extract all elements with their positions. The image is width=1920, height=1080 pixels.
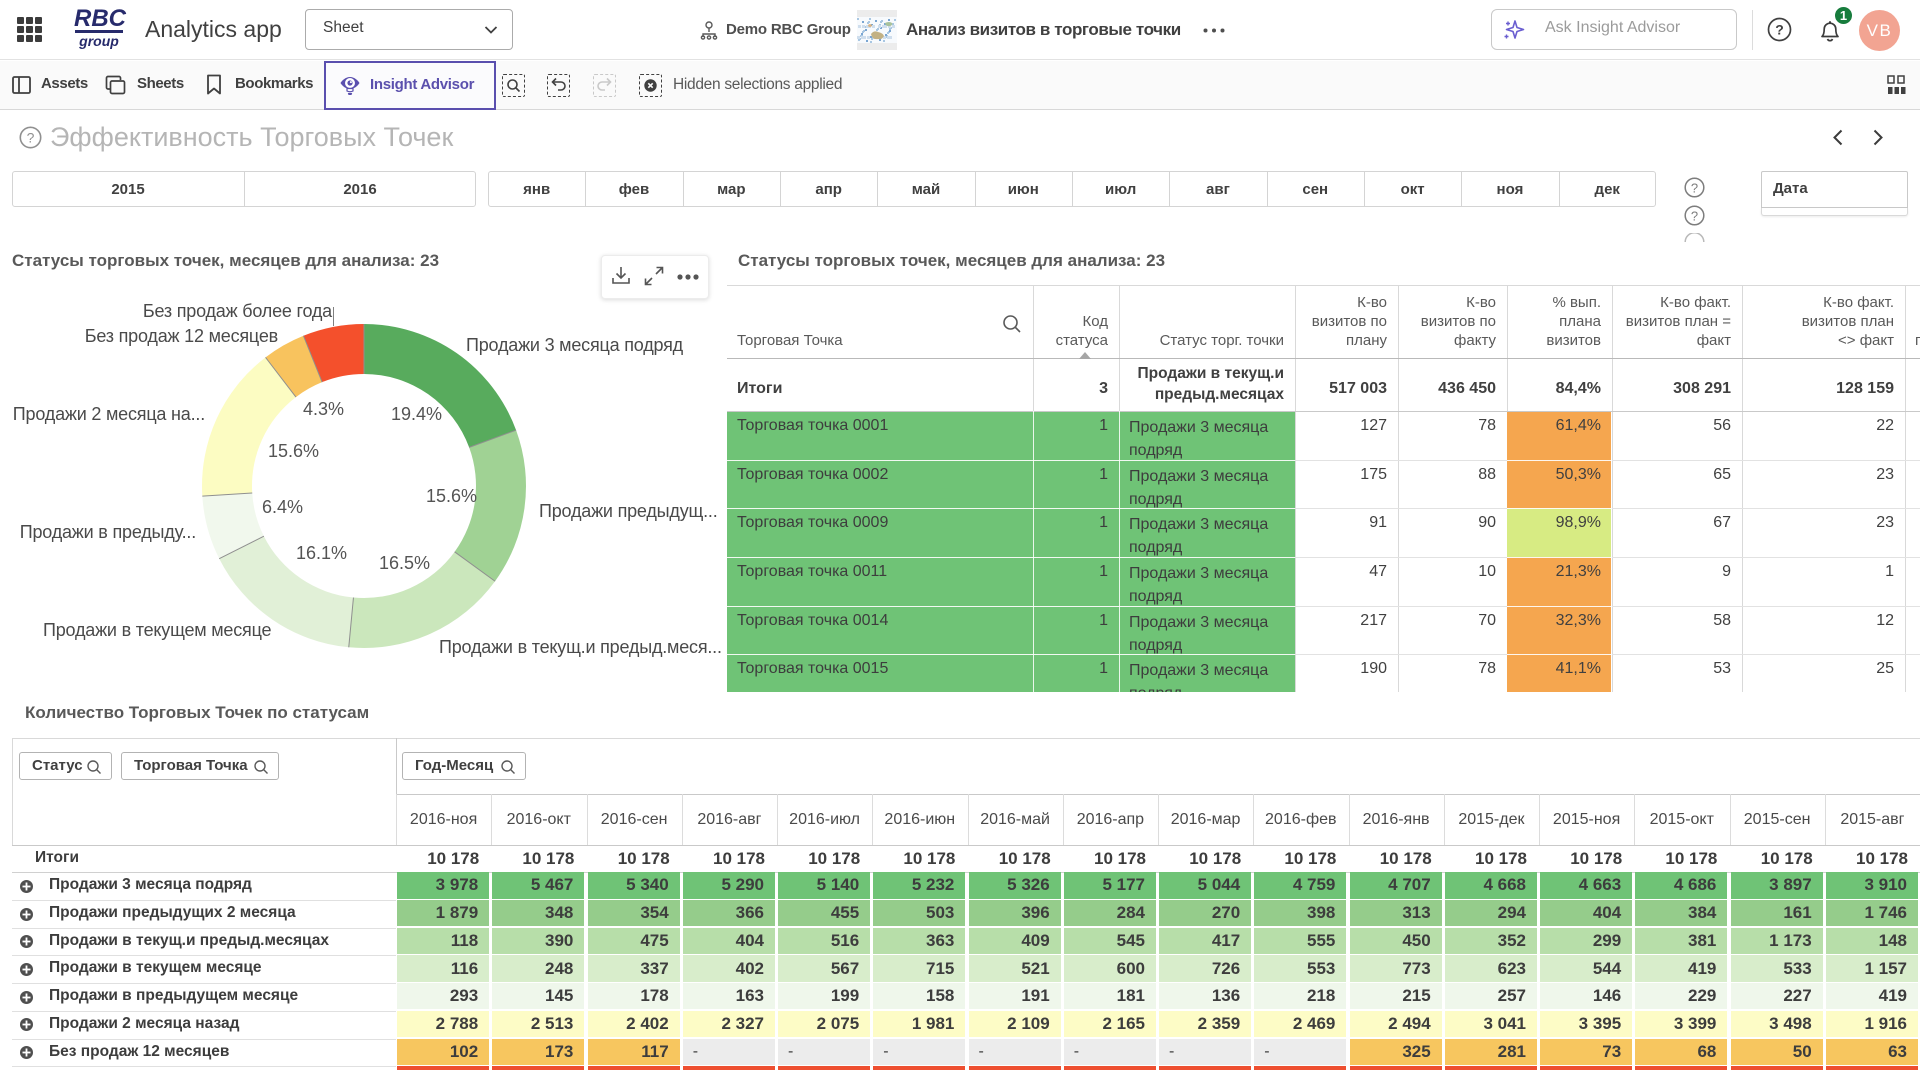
svg-text:?: ? xyxy=(1691,181,1698,196)
svg-text:?: ? xyxy=(27,130,35,146)
svg-text:?: ? xyxy=(1775,22,1784,38)
svg-text:?: ? xyxy=(1691,209,1698,224)
